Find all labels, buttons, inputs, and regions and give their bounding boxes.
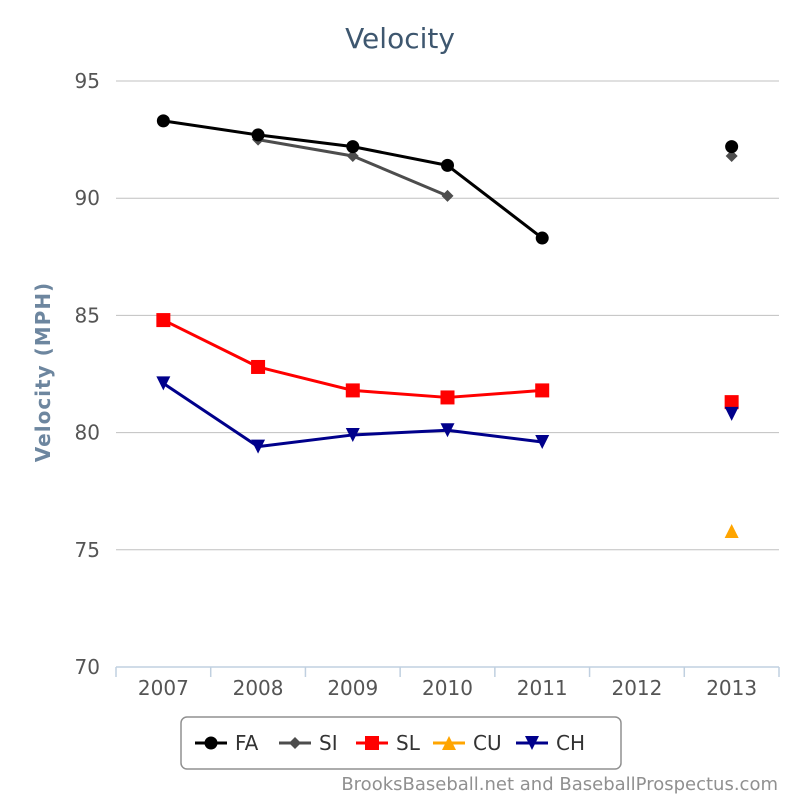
legend-marker-si xyxy=(289,737,301,749)
point-ch-2009 xyxy=(345,427,360,442)
legend-marker-ch xyxy=(525,736,539,750)
legend-label: SL xyxy=(396,731,421,755)
point-si-2009 xyxy=(346,150,359,163)
point-si-2013 xyxy=(725,150,738,163)
legend-item-sl[interactable]: SL xyxy=(356,731,421,755)
legend-label: SI xyxy=(319,731,338,755)
y-tick-label: 95 xyxy=(75,69,100,93)
point-si-2010 xyxy=(441,189,454,202)
x-tick-label: 2008 xyxy=(233,676,284,700)
legend-item-ch[interactable]: CH xyxy=(516,731,585,755)
point-fa-2011 xyxy=(535,231,549,245)
y-axis-label: Velocity (MPH) xyxy=(31,282,55,462)
legend: FA SI SL CU CH xyxy=(180,716,622,770)
point-sl-2007 xyxy=(156,313,171,328)
y-tick-label: 85 xyxy=(75,303,100,327)
series-fa xyxy=(156,114,739,245)
point-ch-2013 xyxy=(724,406,739,421)
point-ch-2011 xyxy=(535,434,550,449)
point-ch-2010 xyxy=(440,423,455,438)
x-axis: 2007 2008 2009 2010 2011 2012 2013 xyxy=(115,666,780,700)
series-group xyxy=(156,114,739,539)
point-fa-2010 xyxy=(441,158,454,172)
x-tick-label: 2012 xyxy=(611,676,662,700)
x-tick-label: 2011 xyxy=(517,676,568,700)
legend-label: FA xyxy=(235,731,259,755)
x-tick-label: 2009 xyxy=(327,676,378,700)
y-tick-label: 70 xyxy=(75,655,100,679)
point-fa-2007 xyxy=(156,114,170,128)
point-sl-2008 xyxy=(251,359,266,374)
point-sl-2013 xyxy=(724,395,739,410)
legend-marker-sl xyxy=(365,736,379,750)
x-tick-label: 2010 xyxy=(422,676,473,700)
x-tick-label: 2013 xyxy=(706,676,757,700)
point-sl-2010 xyxy=(440,390,455,405)
point-sl-2011 xyxy=(535,383,550,398)
y-tick-label: 90 xyxy=(75,186,100,210)
point-fa-2009 xyxy=(346,140,360,154)
legend-label: CH xyxy=(556,731,585,755)
series-cu xyxy=(724,524,739,539)
point-sl-2009 xyxy=(345,383,360,398)
series-sl xyxy=(156,313,739,410)
y-axis-ticks: 70 75 80 85 90 95 xyxy=(75,69,100,679)
x-tick-label: 2007 xyxy=(138,676,189,700)
credit-text: BrooksBaseball.net and BaseballProspectu… xyxy=(341,774,778,795)
legend-item-fa[interactable]: FA xyxy=(195,731,259,755)
point-ch-2007 xyxy=(156,376,171,391)
legend-marker-cu xyxy=(442,736,456,750)
point-cu-2013 xyxy=(724,524,739,539)
point-ch-2008 xyxy=(251,439,266,454)
legend-box xyxy=(180,716,622,770)
series-line-fa xyxy=(163,119,544,240)
legend-marker-fa xyxy=(204,736,218,750)
chart-title: Velocity xyxy=(345,22,455,55)
series-ch xyxy=(156,376,739,454)
point-fa-2008 xyxy=(251,128,265,142)
y-tick-label: 80 xyxy=(75,421,100,445)
point-fa-2013 xyxy=(725,140,739,154)
y-tick-label: 75 xyxy=(75,538,100,562)
grid-lines xyxy=(116,80,779,551)
legend-item-si[interactable]: SI xyxy=(279,731,338,755)
legend-item-cu[interactable]: CU xyxy=(433,731,502,755)
legend-label: CU xyxy=(473,731,502,755)
